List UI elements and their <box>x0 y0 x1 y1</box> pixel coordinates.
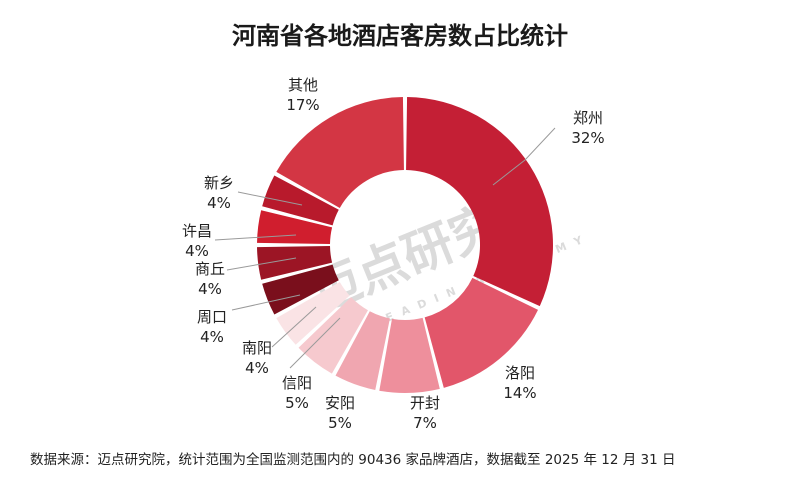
slice-洛阳 <box>424 277 539 388</box>
leader-lines-group <box>214 127 556 369</box>
slice-value-许昌: 4% <box>185 242 209 260</box>
slice-信阳 <box>298 297 368 374</box>
slice-value-新乡: 4% <box>207 194 231 212</box>
leader-line-南阳 <box>271 306 317 348</box>
slice-label-许昌: 许昌 <box>182 222 212 240</box>
leader-line-新乡 <box>237 191 303 206</box>
slice-label-周口: 周口 <box>197 308 227 326</box>
slices-group <box>257 97 554 393</box>
slice-label-南阳: 南阳 <box>242 339 272 357</box>
slice-value-南阳: 4% <box>245 359 269 377</box>
leader-line-郑州 <box>492 127 556 186</box>
slice-新乡 <box>262 175 339 226</box>
slice-安阳 <box>335 311 390 390</box>
slice-label-开封: 开封 <box>410 394 440 412</box>
slice-label-洛阳: 洛阳 <box>505 364 535 382</box>
slice-value-安阳: 5% <box>328 414 352 432</box>
slice-value-洛阳: 14% <box>503 384 536 402</box>
slice-开封 <box>379 317 440 393</box>
slice-label-其他: 其他 <box>288 76 318 94</box>
slice-许昌 <box>257 210 333 244</box>
slice-value-郑州: 32% <box>571 129 604 147</box>
slice-label-郑州: 郑州 <box>573 109 603 127</box>
slice-value-周口: 4% <box>200 328 224 346</box>
slice-value-其他: 17% <box>286 96 319 114</box>
leader-line-信阳 <box>289 317 341 369</box>
slice-南阳 <box>276 282 350 345</box>
slice-value-开封: 7% <box>413 414 437 432</box>
chart-title: 河南省各地酒店客房数占比统计 <box>232 22 568 50</box>
leader-line-许昌 <box>214 234 297 241</box>
slice-label-新乡: 新乡 <box>204 174 234 192</box>
slice-label-商丘: 商丘 <box>195 260 225 278</box>
leader-line-周口 <box>231 294 301 311</box>
source-note: 数据来源：迈点研究院，统计范围为全国监测范围内的 90436 家品牌酒店，数据截… <box>30 452 676 468</box>
labels-group: 郑州32%洛阳14%开封7%安阳5%信阳5%南阳4%周口4%商丘4%许昌4%新乡… <box>182 76 605 432</box>
slice-value-信阳: 5% <box>285 394 309 412</box>
slice-其他 <box>276 97 404 208</box>
slice-商丘 <box>257 246 333 280</box>
slice-郑州 <box>406 97 554 307</box>
slice-value-商丘: 4% <box>198 280 222 298</box>
slice-周口 <box>262 264 339 315</box>
slice-label-安阳: 安阳 <box>325 394 355 412</box>
slice-label-信阳: 信阳 <box>282 374 312 392</box>
leader-line-商丘 <box>226 257 297 271</box>
